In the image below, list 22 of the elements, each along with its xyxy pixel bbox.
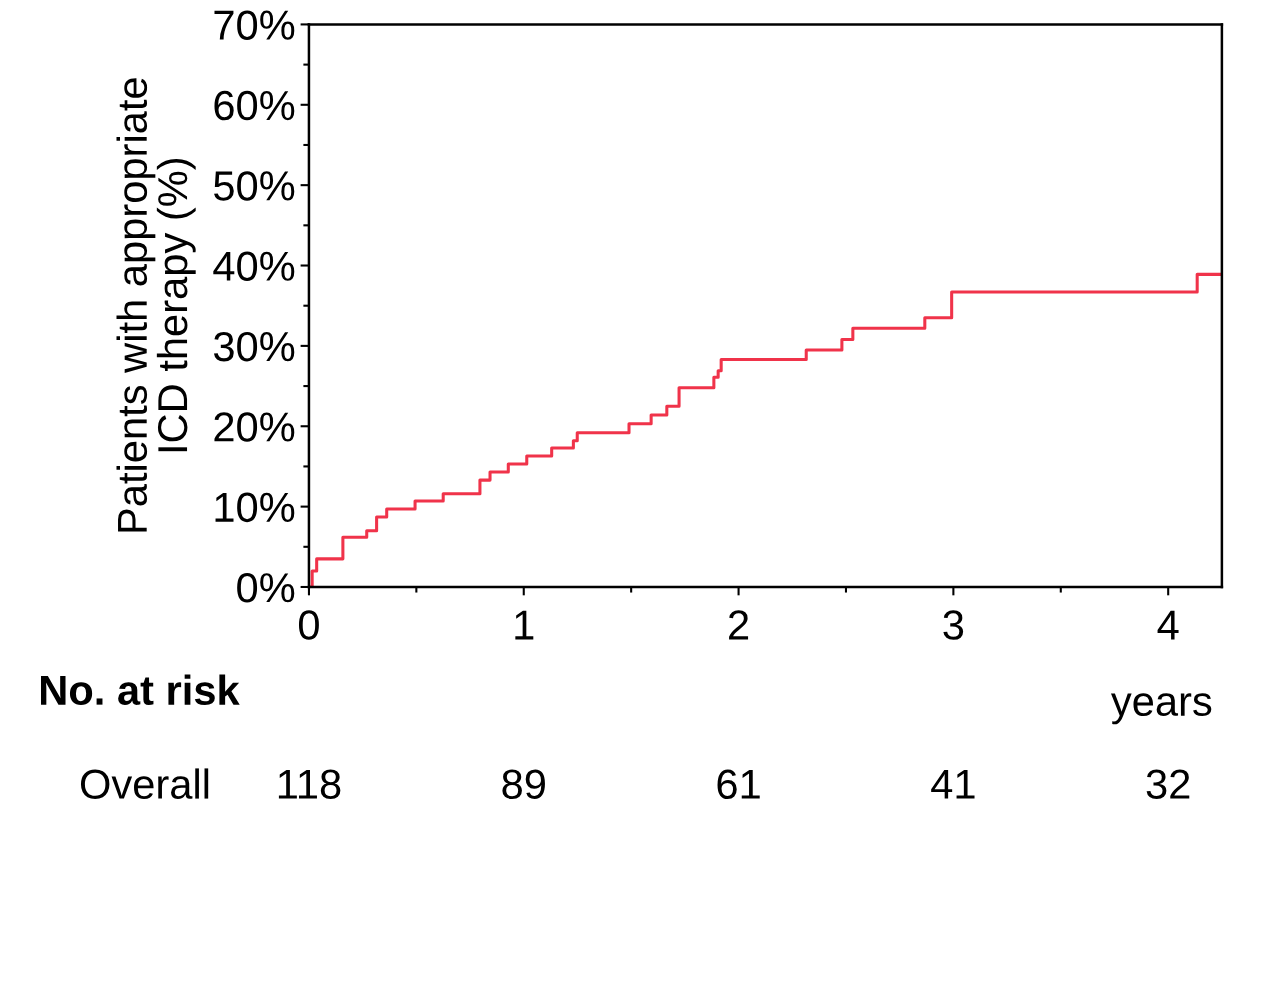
text: Overall (80, 768, 209, 800)
x-tick-label: 0 (298, 610, 319, 640)
y-tick-label: 0% (237, 572, 295, 603)
y-tick-label: 10% (215, 492, 295, 523)
text: 32 (1146, 769, 1190, 800)
x-tick-label: 4 (1157, 610, 1179, 640)
text: 41 (931, 769, 975, 799)
x-tick-label: 1 (515, 610, 534, 640)
y-tick-label: 60% (214, 90, 295, 121)
x-axis-title: years (1110, 693, 1212, 725)
text: 89 (502, 769, 545, 800)
y-tick-label: 30% (213, 331, 295, 362)
x-tick-label: 3 (943, 610, 964, 640)
text: 118 (278, 769, 341, 800)
y-tick-label: 40% (213, 251, 295, 282)
text: 61 (717, 769, 760, 800)
y-tick-label: 70% (214, 10, 295, 40)
y-tick-label: 50% (214, 171, 295, 201)
y-axis-title: Patients with appropriate ICD therapy (%) (116, 78, 196, 532)
x-tick-label: 2 (729, 610, 749, 640)
y-tick-label: 20% (214, 412, 295, 442)
text: No. at risk (41, 674, 240, 706)
